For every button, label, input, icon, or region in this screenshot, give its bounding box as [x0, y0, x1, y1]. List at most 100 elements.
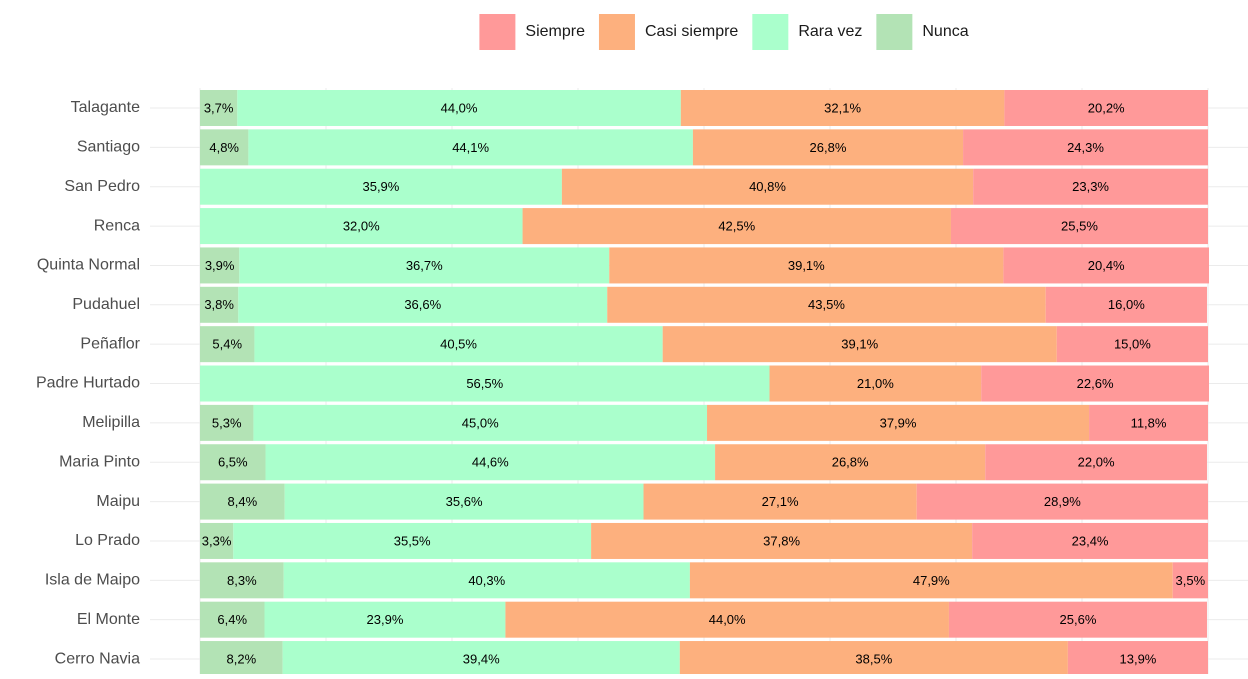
y-tick-label: Maria Pinto — [59, 453, 140, 470]
legend-swatch — [752, 14, 789, 50]
data-label: 26,8% — [832, 455, 869, 470]
bar-segment — [985, 444, 1207, 481]
bar-segment — [200, 286, 239, 323]
y-tick-label: Lo Prado — [75, 532, 140, 549]
data-label: 21,0% — [857, 376, 894, 391]
data-label: 43,5% — [808, 297, 845, 312]
bar-segment — [607, 286, 1046, 323]
bar-segment — [200, 365, 770, 402]
data-label: 23,4% — [1072, 533, 1109, 548]
data-label: 44,6% — [472, 455, 509, 470]
bar-segment — [1067, 641, 1208, 678]
bar-segment — [200, 483, 285, 520]
bar-segment — [679, 641, 1068, 678]
data-label: 15,0% — [1114, 337, 1151, 352]
data-label: 38,5% — [855, 651, 892, 666]
data-label: 39,1% — [788, 258, 825, 273]
data-label: 35,5% — [394, 533, 431, 548]
legend-label: Rara vez — [798, 23, 862, 40]
data-label: 32,1% — [824, 100, 861, 115]
bar-segment — [254, 326, 663, 363]
data-label: 23,9% — [367, 612, 404, 627]
bar-segment — [237, 90, 681, 126]
bar-segment — [1172, 562, 1208, 599]
data-label: 25,5% — [1061, 219, 1098, 234]
bar-segment — [769, 365, 982, 402]
bar-segment — [692, 129, 964, 166]
data-label: 3,8% — [204, 297, 234, 312]
data-label: 39,1% — [841, 337, 878, 352]
legend-swatch — [876, 14, 913, 50]
bar-segment — [1045, 286, 1207, 323]
bar-segment — [963, 129, 1208, 166]
bar-segment — [265, 444, 716, 481]
data-label: 20,2% — [1088, 100, 1125, 115]
bar-segment — [1003, 247, 1210, 284]
data-label: 4,8% — [209, 140, 239, 155]
y-tick-label: Maipu — [96, 493, 140, 510]
y-tick-label: Peñaflor — [80, 335, 140, 352]
data-label: 5,4% — [212, 337, 242, 352]
data-label: 6,4% — [217, 612, 247, 627]
y-tick-label: San Pedro — [64, 178, 140, 195]
data-label: 35,9% — [362, 179, 399, 194]
data-label: 42,5% — [718, 219, 755, 234]
y-tick-label: Talagante — [71, 99, 140, 116]
bar-segment — [284, 483, 644, 520]
bar-segment — [948, 601, 1207, 638]
bar-segment — [662, 326, 1057, 363]
bar-segment — [707, 404, 1090, 441]
bar-segment — [972, 522, 1208, 559]
y-tick-label: Padre Hurtado — [36, 375, 140, 392]
bar-segment — [233, 522, 592, 559]
bar-segment — [505, 601, 949, 638]
data-label: 40,3% — [468, 573, 505, 588]
bar-segment — [981, 365, 1210, 402]
data-label: 13,9% — [1120, 651, 1157, 666]
data-label: 44,0% — [441, 100, 478, 115]
data-label: 8,2% — [227, 651, 257, 666]
legend-swatch — [598, 14, 635, 50]
y-tick-label: Quinta Normal — [37, 257, 140, 274]
data-label: 28,9% — [1044, 494, 1081, 509]
bar-segment — [200, 129, 249, 166]
bar-segment — [609, 247, 1004, 284]
data-label: 27,1% — [762, 494, 799, 509]
data-label: 35,6% — [446, 494, 483, 509]
y-tick-label: Cerro Navia — [55, 650, 140, 667]
bar-segment — [561, 168, 974, 205]
data-label: 3,9% — [205, 258, 235, 273]
bar-segment — [1056, 326, 1208, 363]
bar-segment — [916, 483, 1208, 520]
data-label: 3,5% — [1176, 573, 1206, 588]
data-label: 36,7% — [406, 258, 443, 273]
bar-segment — [200, 208, 523, 245]
bar-segment — [973, 168, 1208, 205]
bar-segment — [239, 247, 610, 284]
bar-segment — [950, 208, 1208, 245]
legend-label: Casi siempre — [645, 23, 738, 40]
bar-segment — [200, 247, 240, 284]
bar-segment — [238, 286, 608, 323]
data-label: 11,8% — [1131, 415, 1167, 430]
data-label: 6,5% — [218, 455, 248, 470]
data-label: 32,0% — [343, 219, 380, 234]
data-label: 22,6% — [1077, 376, 1114, 391]
data-label: 22,0% — [1078, 455, 1115, 470]
data-label: 24,3% — [1067, 140, 1104, 155]
data-label: 16,0% — [1108, 297, 1145, 312]
bar-segment — [282, 641, 680, 678]
data-label: 44,0% — [709, 612, 746, 627]
data-label: 37,9% — [880, 415, 917, 430]
legend-label: Nunca — [922, 23, 968, 40]
data-label: 47,9% — [913, 573, 950, 588]
data-label: 20,4% — [1088, 258, 1125, 273]
data-label: 39,4% — [463, 651, 500, 666]
bar-segment — [200, 522, 234, 559]
legend-label: Siempre — [525, 23, 585, 40]
data-label: 3,7% — [204, 100, 234, 115]
data-label: 26,8% — [810, 140, 847, 155]
bar-segment — [200, 444, 266, 481]
bar-segment — [200, 90, 238, 126]
data-label: 40,8% — [749, 179, 786, 194]
